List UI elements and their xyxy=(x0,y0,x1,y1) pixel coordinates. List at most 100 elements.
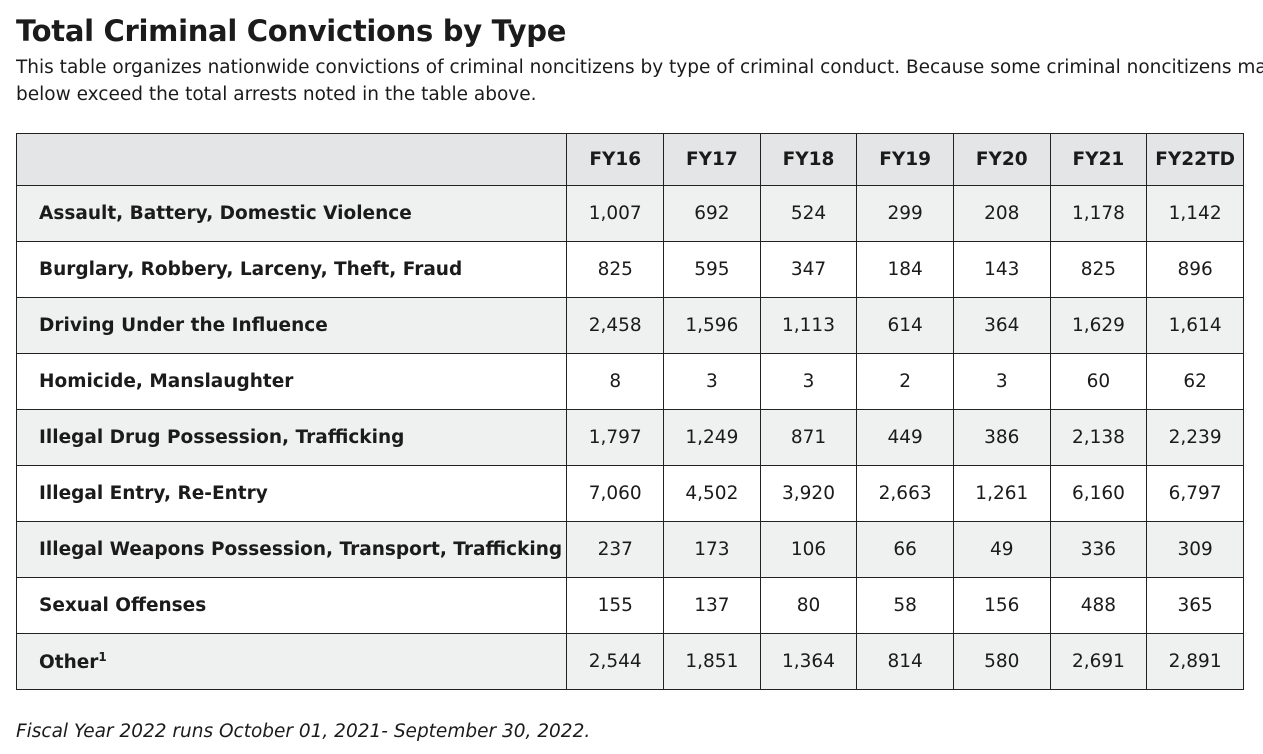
value-cell: 1,364 xyxy=(759,633,858,690)
value-cell: 137 xyxy=(663,577,761,634)
row-label-text: Burglary, Robbery, Larceny, Theft, Fraud xyxy=(39,259,463,280)
header-row: FY16 FY17 FY18 FY19 FY20 FY21 FY22TD xyxy=(15,133,1244,186)
value-cell: 347 xyxy=(759,241,858,298)
value-cell: 1,113 xyxy=(759,297,858,354)
row-label: Other1 xyxy=(15,633,568,690)
footnote: Fiscal Year 2022 runs October 01, 2021- … xyxy=(16,721,591,742)
title: Total Criminal Convictions by Type xyxy=(16,14,567,48)
value-cell: 299 xyxy=(856,185,954,242)
row-label-text: Illegal Drug Possession, Trafficking xyxy=(39,427,405,448)
value-cell: 825 xyxy=(1049,241,1148,298)
table-row: Assault, Battery, Domestic Violence 1,007… xyxy=(15,185,1244,242)
column-header: FY21 xyxy=(1049,133,1148,186)
value-cell: 1,851 xyxy=(663,633,761,690)
row-label-text: Other xyxy=(39,652,99,674)
value-cell: 1,142 xyxy=(1146,185,1244,242)
value-cell: 2,891 xyxy=(1146,633,1244,690)
value-cell: 7,060 xyxy=(566,465,665,522)
table-row: Sexual Offenses 155 137 80 58 156 488 365 xyxy=(15,577,1244,634)
value-cell: 6,160 xyxy=(1049,465,1148,522)
value-cell: 1,261 xyxy=(952,465,1051,522)
convictions-table: FY16 FY17 FY18 FY19 FY20 FY21 FY22TD Assault, … xyxy=(15,133,1244,690)
row-label-text: Homicide, Manslaughter xyxy=(39,371,294,392)
value-cell: 386 xyxy=(952,409,1051,466)
value-cell: 825 xyxy=(566,241,665,298)
row-label-text: Sexual Offenses xyxy=(39,595,207,616)
row-label: Homicide, Manslaughter xyxy=(15,353,568,410)
value-cell: 1,178 xyxy=(1049,185,1148,242)
table-row: Driving Under the Influence 2,458 1,596 1,1… xyxy=(15,297,1244,354)
row-label-text: Illegal Weapons Possession, Transport, T… xyxy=(39,539,563,560)
column-header: FY19 xyxy=(856,133,954,186)
row-label: Burglary, Robbery, Larceny, Theft, Fraud xyxy=(15,241,568,298)
value-cell: 336 xyxy=(1049,521,1148,578)
table-row: Other1 2,544 1,851 1,364 814 580 2,691 2,891 xyxy=(15,633,1244,690)
column-header: FY20 xyxy=(952,133,1051,186)
value-cell: 80 xyxy=(759,577,858,634)
description-line: below exceed the total arrests noted in … xyxy=(16,84,537,105)
row-label: Driving Under the Influence xyxy=(15,297,568,354)
value-cell: 106 xyxy=(759,521,858,578)
value-cell: 1,629 xyxy=(1049,297,1148,354)
value-cell: 871 xyxy=(759,409,858,466)
value-cell: 2,691 xyxy=(1049,633,1148,690)
table-body: Assault, Battery, Domestic Violence 1,007… xyxy=(15,185,1244,690)
table-row: Illegal Entry, Re-Entry 7,060 4,502 3,920 2,… xyxy=(15,465,1244,522)
value-cell: 3,920 xyxy=(759,465,858,522)
row-label: Assault, Battery, Domestic Violence xyxy=(15,185,568,242)
value-cell: 614 xyxy=(856,297,954,354)
value-cell: 2,138 xyxy=(1049,409,1148,466)
description: This table organizes nationwide convicti… xyxy=(16,54,1263,108)
value-cell: 60 xyxy=(1049,353,1148,410)
value-cell: 1,614 xyxy=(1146,297,1244,354)
value-cell: 155 xyxy=(566,577,665,634)
value-cell: 143 xyxy=(952,241,1051,298)
value-cell: 3 xyxy=(663,353,761,410)
value-cell: 237 xyxy=(566,521,665,578)
value-cell: 365 xyxy=(1146,577,1244,634)
value-cell: 896 xyxy=(1146,241,1244,298)
value-cell: 62 xyxy=(1146,353,1244,410)
value-cell: 309 xyxy=(1146,521,1244,578)
value-cell: 2,544 xyxy=(566,633,665,690)
value-cell: 595 xyxy=(663,241,761,298)
corner-cell xyxy=(15,133,568,186)
value-cell: 580 xyxy=(952,633,1051,690)
row-label: Sexual Offenses xyxy=(15,577,568,634)
row-label-text: Driving Under the Influence xyxy=(39,315,328,336)
row-label: Illegal Drug Possession, Trafficking xyxy=(15,409,568,466)
value-cell: 6,797 xyxy=(1146,465,1244,522)
value-cell: 2,663 xyxy=(856,465,954,522)
value-cell: 524 xyxy=(759,185,858,242)
value-cell: 2 xyxy=(856,353,954,410)
value-cell: 449 xyxy=(856,409,954,466)
value-cell: 184 xyxy=(856,241,954,298)
value-cell: 488 xyxy=(1049,577,1148,634)
value-cell: 2,458 xyxy=(566,297,665,354)
value-cell: 1,249 xyxy=(663,409,761,466)
value-cell: 2,239 xyxy=(1146,409,1244,466)
description-line: This table organizes nationwide convicti… xyxy=(16,57,1263,78)
value-cell: 3 xyxy=(759,353,858,410)
value-cell: 8 xyxy=(566,353,665,410)
value-cell: 156 xyxy=(952,577,1051,634)
table-head: FY16 FY17 FY18 FY19 FY20 FY21 FY22TD xyxy=(15,133,1244,186)
column-header: FY17 xyxy=(663,133,761,186)
value-cell: 66 xyxy=(856,521,954,578)
column-header: FY18 xyxy=(759,133,858,186)
value-cell: 208 xyxy=(952,185,1051,242)
table-row: Illegal Weapons Possession, Transport, T… xyxy=(15,521,1244,578)
row-label: Illegal Entry, Re-Entry xyxy=(15,465,568,522)
footnote-marker: 1 xyxy=(98,649,107,664)
value-cell: 1,596 xyxy=(663,297,761,354)
value-cell: 814 xyxy=(856,633,954,690)
value-cell: 173 xyxy=(663,521,761,578)
table-row: Burglary, Robbery, Larceny, Theft, Fraud… xyxy=(15,241,1244,298)
row-label-text: Assault, Battery, Domestic Violence xyxy=(39,203,412,224)
value-cell: 58 xyxy=(856,577,954,634)
row-label: Illegal Weapons Possession, Transport, T… xyxy=(15,521,568,578)
value-cell: 364 xyxy=(952,297,1051,354)
value-cell: 49 xyxy=(952,521,1051,578)
column-header: FY16 xyxy=(566,133,665,186)
